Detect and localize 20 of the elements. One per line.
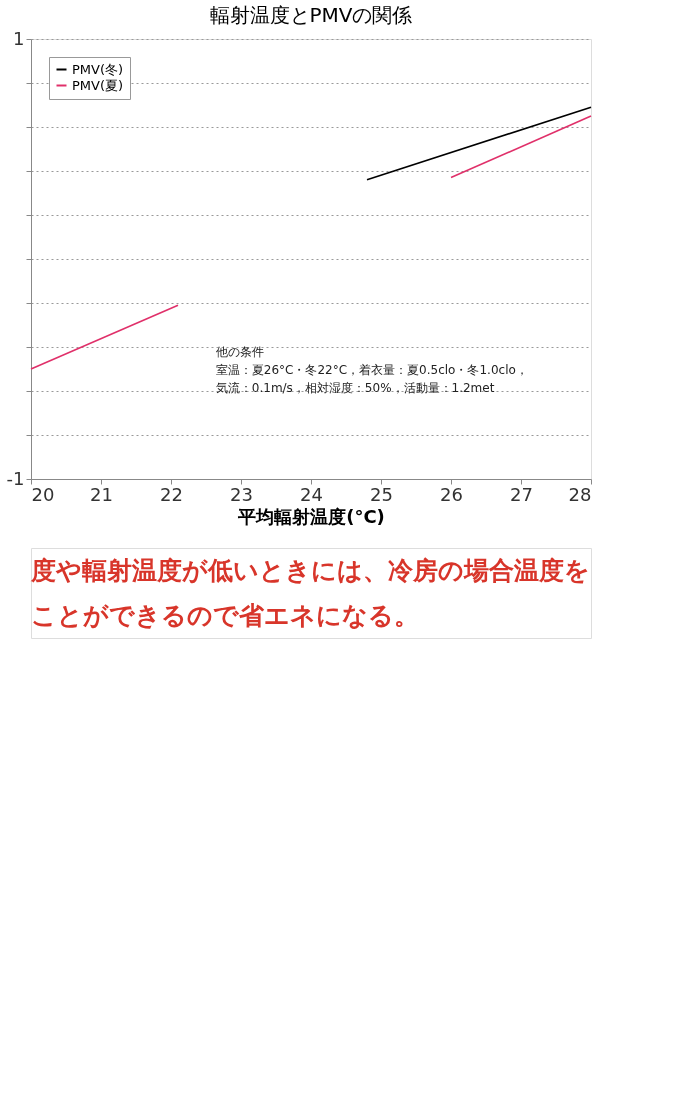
annotation: 他の条件	[215, 345, 264, 359]
legend-label: PMV(夏)	[72, 77, 124, 93]
x-tick-label: 25	[370, 483, 393, 505]
x-tick-label: 28	[568, 483, 592, 505]
x-tick-label: 21	[90, 483, 113, 505]
x-tick-label: 27	[510, 483, 533, 505]
annotation: 気流：0.1m/s，相対湿度：50%，活動量：1.2met	[215, 381, 495, 395]
legend-label: PMV(冬)	[72, 61, 124, 77]
x-axis-title: 平均輻射温度(°C)	[237, 505, 385, 527]
x-tick-label: 26	[440, 483, 463, 505]
x-tick-label: 23	[230, 483, 253, 505]
annotation: 室温：夏26°C・冬22°C，着衣量：夏0.5clo・冬1.0clo，	[215, 363, 528, 377]
y-tick-label: -1	[6, 467, 25, 489]
x-tick-label: 24	[300, 483, 323, 505]
chart-title: 輻射温度とPMVの関係	[209, 3, 413, 27]
x-tick-label: 22	[160, 483, 183, 505]
y-tick-label: 1	[13, 27, 25, 49]
x-tick-label: 20	[31, 483, 55, 505]
text: 度や輻射温度が低いときには、冷房の場合温度を	[30, 555, 590, 585]
text: ことができるので省エネになる。	[31, 600, 419, 630]
